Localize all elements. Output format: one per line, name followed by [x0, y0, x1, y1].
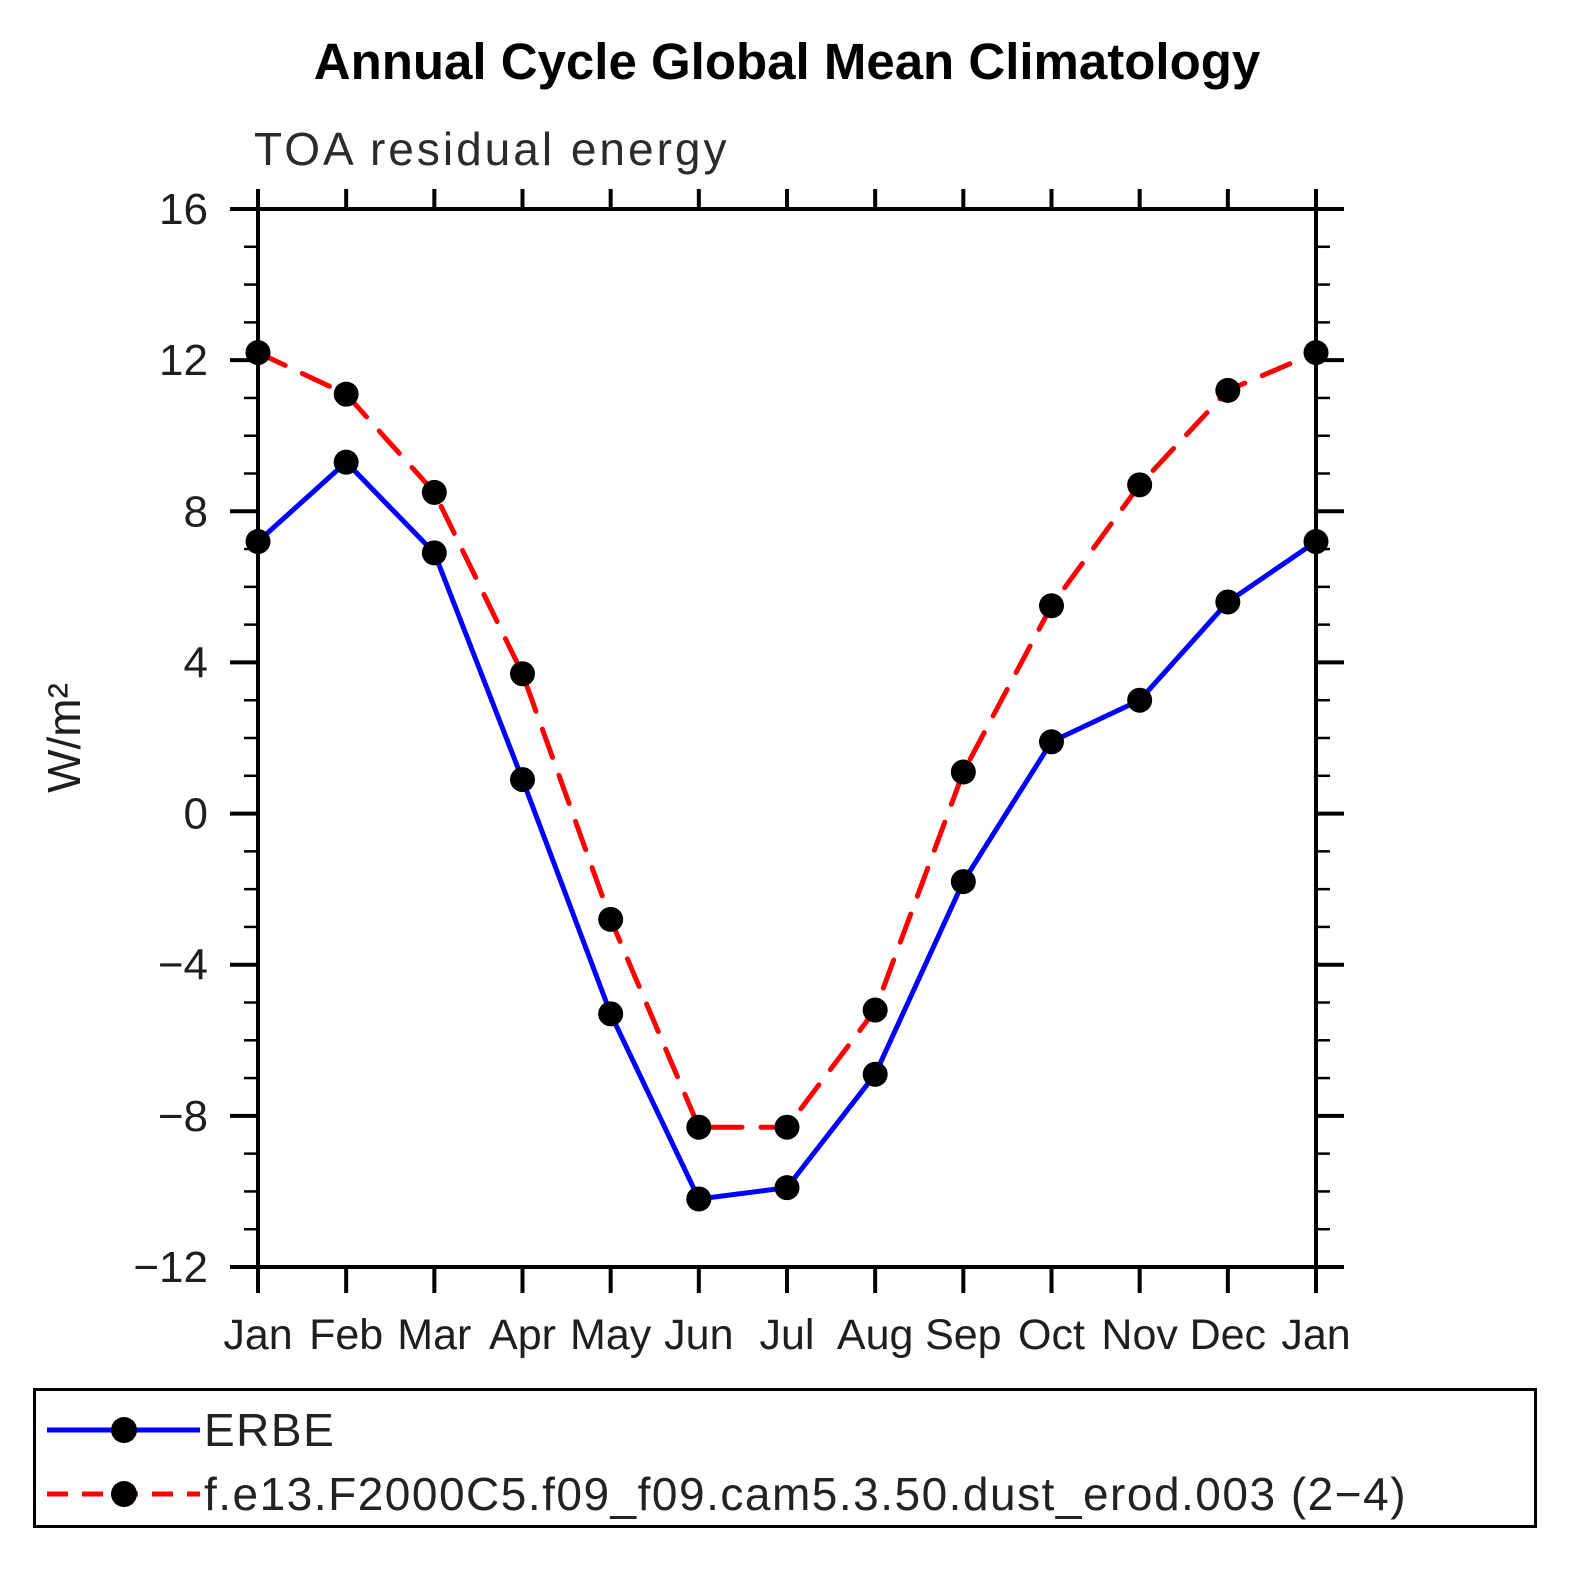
- y-tick-label: 4: [184, 638, 208, 687]
- data-point-marker: [686, 1186, 712, 1212]
- data-point-marker: [333, 381, 359, 407]
- legend-item-erbe: ERBE: [44, 1404, 335, 1456]
- legend-marker-icon: [111, 1481, 137, 1507]
- legend-label-model: f.e13.F2000C5.f09_f09.cam5.3.50.dust_ero…: [204, 1468, 1408, 1520]
- x-tick-label: Nov: [1101, 1311, 1178, 1359]
- data-point-marker: [686, 1114, 712, 1140]
- plot-area: W/m² −12 −8 −4 0 4 8 12 16 Jan Feb Mar Apr May Jun Jul…: [38, 185, 1351, 1359]
- legend-item-model: f.e13.F2000C5.f09_f09.cam5.3.50.dust_ero…: [44, 1468, 1407, 1520]
- data-point-marker: [774, 1175, 800, 1201]
- data-point-marker: [1303, 529, 1329, 555]
- data-point-marker: [421, 540, 447, 566]
- x-tick-label: May: [570, 1311, 652, 1359]
- data-point-marker: [862, 1061, 888, 1087]
- data-point-marker: [862, 997, 888, 1023]
- data-point-marker: [774, 1114, 800, 1140]
- x-tick-label: Jul: [760, 1311, 815, 1359]
- x-tick-label: Dec: [1190, 1311, 1266, 1359]
- data-point-marker: [421, 479, 447, 505]
- legend-label-erbe: ERBE: [204, 1404, 336, 1456]
- series-line-0: [255, 459, 1319, 1202]
- legend-line-sample-model: [47, 1481, 200, 1507]
- data-point-marker: [510, 767, 535, 793]
- data-point-marker: [1215, 589, 1241, 615]
- x-tick-label: Aug: [837, 1311, 914, 1359]
- x-tick-label: Jan: [1281, 1311, 1350, 1359]
- data-point-marker: [1039, 729, 1064, 755]
- legend-box: ERBE f.e13.F2000C5.f09_f09.cam5.3.50.dus…: [33, 1388, 1537, 1528]
- plot-border: [256, 207, 1318, 1269]
- y-tick-label: −4: [158, 941, 208, 990]
- y-tick-label: 12: [159, 336, 208, 385]
- y-tick-label: −8: [158, 1092, 208, 1141]
- series-line-1: [255, 350, 1319, 1130]
- data-point-marker: [1215, 377, 1241, 403]
- chart-subtitle: TOA residual energy: [254, 123, 730, 175]
- data-point-marker: [598, 906, 624, 932]
- x-tick-label: Sep: [925, 1311, 1002, 1359]
- data-point-marker: [510, 661, 535, 687]
- data-point-marker: [950, 869, 976, 895]
- data-point-marker: [245, 529, 271, 555]
- y-axis-title: W/m²: [38, 683, 90, 793]
- legend-marker-icon: [111, 1417, 137, 1443]
- legend-line-sample-erbe: [47, 1417, 200, 1443]
- y-tick-label: −12: [133, 1243, 208, 1292]
- chart-title: Annual Cycle Global Mean Climatology: [313, 33, 1261, 90]
- x-tick-label: Feb: [309, 1311, 383, 1359]
- x-tick-label: Jun: [664, 1311, 733, 1359]
- x-tick-label: Mar: [397, 1311, 471, 1359]
- x-tick-label: Jan: [223, 1311, 292, 1359]
- data-point-marker: [245, 340, 271, 366]
- x-tick-label: Apr: [489, 1311, 556, 1359]
- y-tick-label: 0: [184, 790, 208, 839]
- data-point-marker: [1127, 472, 1153, 498]
- data-point-marker: [1303, 340, 1329, 366]
- data-point-marker: [1039, 593, 1064, 619]
- data-point-marker: [1127, 687, 1153, 713]
- data-point-marker: [333, 449, 359, 475]
- y-tick-label: 8: [184, 487, 208, 536]
- x-tick-label: Oct: [1018, 1311, 1085, 1359]
- data-point-marker: [598, 1001, 624, 1027]
- data-point-marker: [950, 759, 976, 785]
- y-tick-label: 16: [159, 185, 208, 234]
